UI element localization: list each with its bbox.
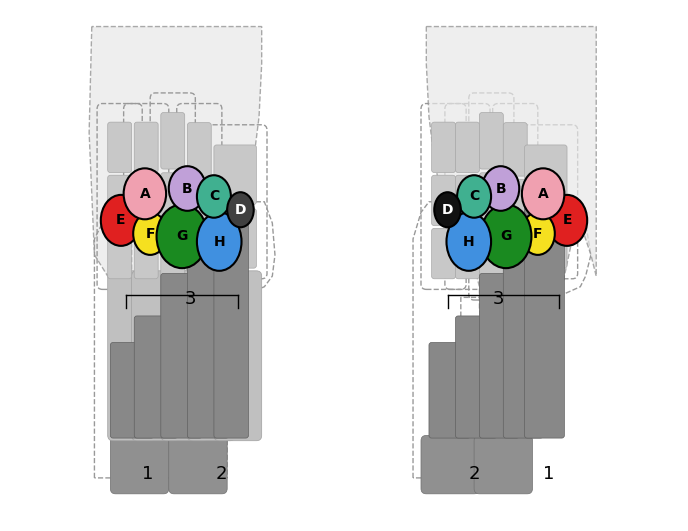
FancyBboxPatch shape (421, 435, 480, 494)
Text: 2: 2 (216, 465, 228, 483)
FancyBboxPatch shape (108, 228, 131, 279)
FancyBboxPatch shape (134, 122, 158, 173)
FancyBboxPatch shape (431, 228, 455, 279)
FancyBboxPatch shape (110, 435, 169, 494)
FancyBboxPatch shape (134, 316, 178, 438)
FancyBboxPatch shape (480, 113, 504, 169)
FancyBboxPatch shape (214, 209, 257, 268)
FancyBboxPatch shape (214, 271, 261, 441)
FancyBboxPatch shape (134, 175, 158, 226)
FancyBboxPatch shape (431, 122, 455, 173)
Polygon shape (89, 27, 261, 350)
Ellipse shape (447, 212, 491, 271)
Text: G: G (176, 229, 188, 243)
FancyBboxPatch shape (504, 236, 527, 289)
FancyBboxPatch shape (504, 252, 543, 438)
Text: B: B (182, 182, 193, 195)
Text: E: E (562, 213, 572, 227)
FancyBboxPatch shape (169, 435, 227, 494)
FancyBboxPatch shape (161, 233, 184, 289)
Ellipse shape (169, 166, 206, 211)
FancyBboxPatch shape (187, 252, 229, 438)
Ellipse shape (133, 212, 167, 255)
Text: G: G (500, 229, 512, 243)
Text: A: A (140, 187, 150, 201)
Ellipse shape (434, 192, 461, 227)
Ellipse shape (457, 175, 491, 218)
Ellipse shape (482, 166, 519, 211)
FancyBboxPatch shape (161, 173, 184, 229)
FancyBboxPatch shape (524, 209, 567, 268)
FancyBboxPatch shape (504, 179, 527, 233)
FancyBboxPatch shape (480, 273, 519, 438)
Ellipse shape (480, 204, 531, 268)
Text: A: A (538, 187, 548, 201)
FancyBboxPatch shape (108, 122, 131, 173)
Text: H: H (463, 235, 475, 249)
Ellipse shape (197, 212, 241, 271)
Text: F: F (533, 227, 543, 241)
FancyBboxPatch shape (524, 199, 564, 438)
FancyBboxPatch shape (214, 199, 248, 438)
Text: 1: 1 (543, 465, 554, 483)
Text: 3: 3 (184, 290, 196, 308)
Text: D: D (442, 203, 453, 217)
Text: E: E (116, 213, 126, 227)
FancyBboxPatch shape (161, 271, 208, 441)
Text: 1: 1 (142, 465, 153, 483)
FancyBboxPatch shape (431, 175, 455, 226)
FancyBboxPatch shape (187, 179, 211, 233)
Ellipse shape (547, 195, 587, 246)
FancyBboxPatch shape (134, 228, 158, 279)
Text: H: H (213, 235, 225, 249)
Text: C: C (208, 190, 219, 203)
FancyBboxPatch shape (108, 271, 155, 441)
Text: B: B (495, 182, 506, 195)
FancyBboxPatch shape (455, 175, 480, 226)
Ellipse shape (157, 204, 208, 268)
FancyBboxPatch shape (524, 145, 567, 204)
FancyBboxPatch shape (214, 145, 257, 204)
FancyBboxPatch shape (108, 175, 131, 226)
Ellipse shape (521, 212, 555, 255)
FancyBboxPatch shape (429, 342, 471, 438)
Ellipse shape (197, 175, 231, 218)
FancyBboxPatch shape (474, 435, 533, 494)
FancyBboxPatch shape (110, 342, 154, 438)
FancyBboxPatch shape (187, 123, 211, 176)
Ellipse shape (522, 168, 564, 219)
Text: 3: 3 (492, 290, 504, 308)
FancyBboxPatch shape (187, 271, 235, 441)
FancyBboxPatch shape (504, 123, 527, 176)
Polygon shape (427, 27, 596, 340)
FancyBboxPatch shape (455, 122, 480, 173)
FancyBboxPatch shape (480, 173, 504, 229)
FancyBboxPatch shape (161, 113, 184, 169)
FancyBboxPatch shape (131, 271, 180, 441)
Text: C: C (469, 190, 480, 203)
FancyBboxPatch shape (187, 236, 211, 289)
Text: D: D (235, 203, 246, 217)
Text: F: F (145, 227, 155, 241)
Ellipse shape (227, 192, 254, 227)
FancyBboxPatch shape (455, 316, 497, 438)
FancyBboxPatch shape (455, 228, 480, 279)
FancyBboxPatch shape (480, 233, 504, 289)
Text: 2: 2 (469, 465, 480, 483)
FancyBboxPatch shape (161, 273, 202, 438)
Ellipse shape (101, 195, 141, 246)
Ellipse shape (124, 168, 166, 219)
